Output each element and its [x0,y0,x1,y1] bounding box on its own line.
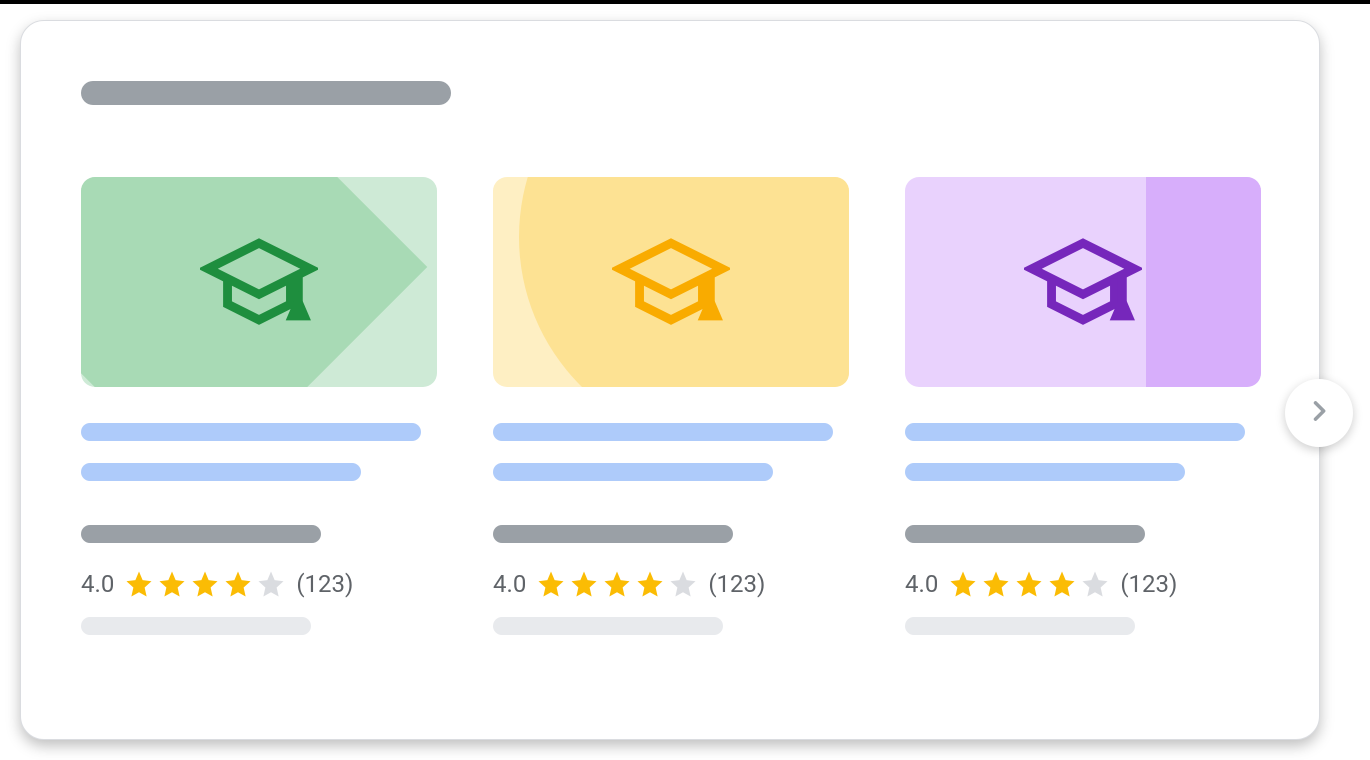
title-line-placeholder [81,423,421,441]
star-icon [536,569,566,599]
thumbnail-accent-shape [1146,177,1261,387]
subtitle-line-placeholder [81,463,361,481]
rating-value: 4.0 [905,570,938,598]
footer-line-placeholder [905,617,1135,635]
rating-count: (123) [296,570,353,598]
meta-line-placeholder [905,525,1145,543]
meta-line-placeholder [493,525,733,543]
rating-count: (123) [708,570,765,598]
rating-stars [124,569,286,599]
star-icon [981,569,1011,599]
course-card[interactable]: 4.0 (123) [905,177,1261,635]
star-icon [157,569,187,599]
section-title-placeholder [81,81,451,105]
chevron-right-icon [1305,397,1333,429]
star-icon [1047,569,1077,599]
rating-value: 4.0 [81,570,114,598]
rating-row: 4.0 (123) [493,569,849,599]
carousel-panel: 4.0 (123) [20,20,1320,740]
footer-line-placeholder [493,617,723,635]
title-line-placeholder [905,423,1245,441]
course-card[interactable]: 4.0 (123) [81,177,437,635]
star-icon [569,569,599,599]
star-icon [602,569,632,599]
rating-stars [948,569,1110,599]
meta-line-placeholder [81,525,321,543]
card-thumbnail [905,177,1261,387]
card-thumbnail [81,177,437,387]
top-divider [0,0,1370,4]
footer-line-placeholder [81,617,311,635]
star-icon [190,569,220,599]
graduation-cap-icon [612,235,730,330]
graduation-cap-icon [200,235,318,330]
star-icon [635,569,665,599]
title-line-placeholder [493,423,833,441]
subtitle-line-placeholder [493,463,773,481]
rating-row: 4.0 (123) [905,569,1261,599]
carousel-next-button[interactable] [1285,379,1353,447]
star-icon [256,569,286,599]
card-thumbnail [493,177,849,387]
card-row: 4.0 (123) [81,177,1259,635]
rating-row: 4.0 (123) [81,569,437,599]
graduation-cap-icon [1024,235,1142,330]
star-icon [223,569,253,599]
star-icon [124,569,154,599]
star-icon [1080,569,1110,599]
rating-stars [536,569,698,599]
rating-value: 4.0 [493,570,526,598]
rating-count: (123) [1120,570,1177,598]
course-card[interactable]: 4.0 (123) [493,177,849,635]
star-icon [668,569,698,599]
subtitle-line-placeholder [905,463,1185,481]
star-icon [1014,569,1044,599]
star-icon [948,569,978,599]
